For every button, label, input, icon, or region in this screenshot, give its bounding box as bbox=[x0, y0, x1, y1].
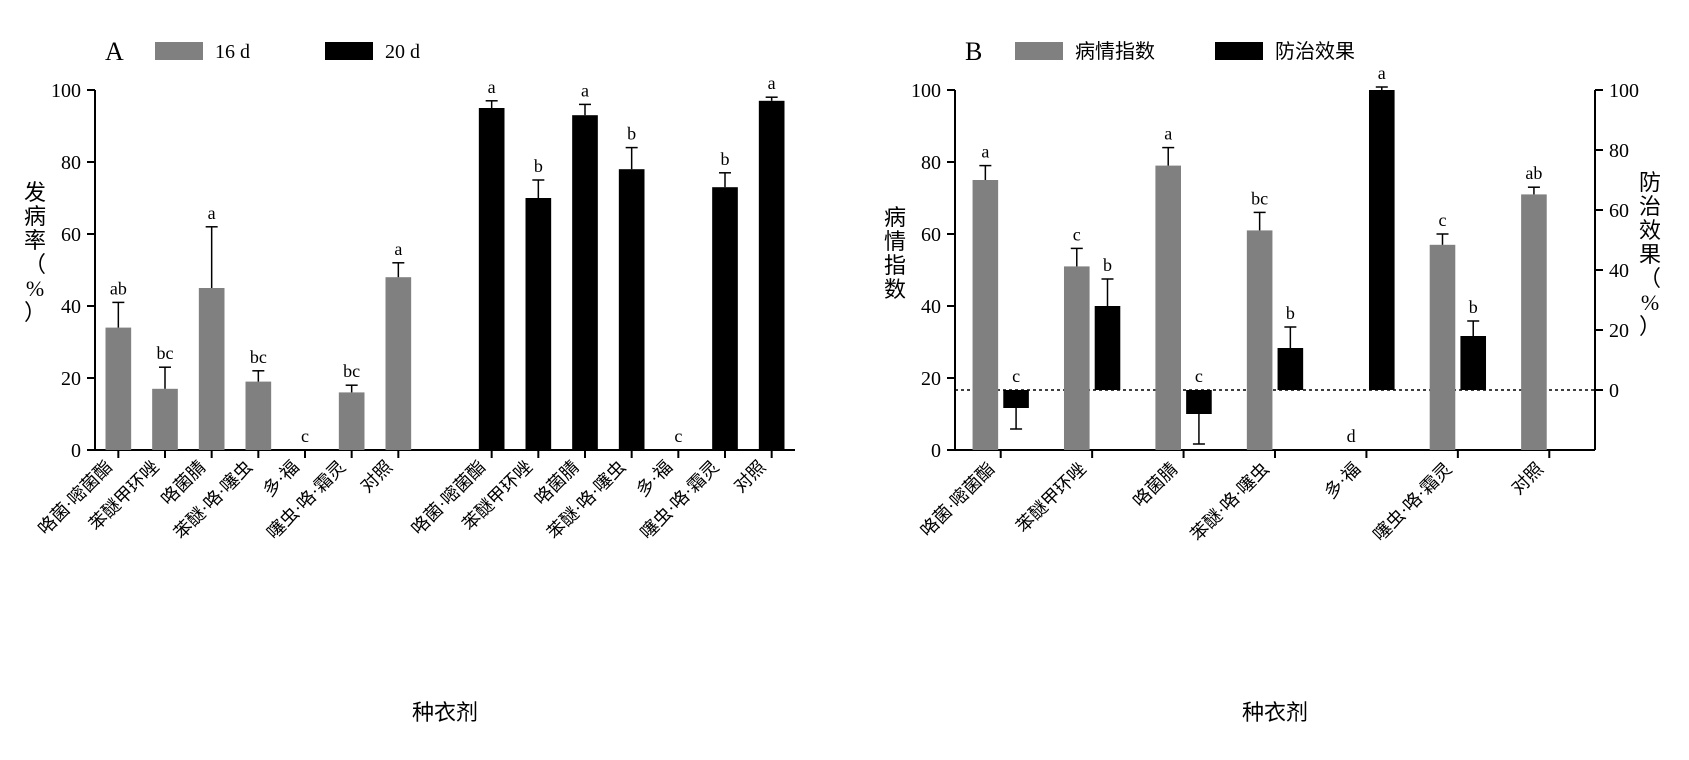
sig-label: a bbox=[1164, 124, 1172, 144]
x-category: 对照 bbox=[729, 457, 769, 497]
bar bbox=[525, 198, 551, 450]
sig-label: b bbox=[533, 156, 542, 176]
bar-black bbox=[1460, 336, 1486, 390]
y1-tick: 80 bbox=[921, 152, 941, 174]
y-tick: 80 bbox=[61, 152, 81, 174]
y2-tick: 40 bbox=[1609, 260, 1629, 282]
x-category: 对照 bbox=[356, 457, 396, 497]
x-axis-title: 种衣剂 bbox=[1241, 700, 1307, 725]
sig-label: c bbox=[1072, 224, 1080, 244]
sig-label: a bbox=[767, 73, 775, 93]
bar bbox=[198, 288, 224, 450]
sig-label: b bbox=[1103, 255, 1112, 275]
y1-tick: 60 bbox=[921, 224, 941, 246]
x-category: 咯菌腈 bbox=[1129, 459, 1181, 511]
sig-label: a bbox=[394, 239, 402, 259]
y1-tick: 100 bbox=[911, 80, 941, 102]
bar bbox=[152, 389, 178, 450]
sig-label: a bbox=[207, 203, 215, 223]
bar-black bbox=[1277, 348, 1303, 390]
y2-tick: 80 bbox=[1609, 140, 1629, 162]
bar bbox=[618, 169, 644, 450]
bar bbox=[572, 115, 598, 450]
x-axis-title: 种衣剂 bbox=[411, 700, 477, 725]
y1-tick: 0 bbox=[931, 440, 941, 462]
y-tick: 20 bbox=[61, 368, 81, 390]
sig-label: d bbox=[1346, 426, 1355, 446]
sig-label: a bbox=[487, 77, 495, 97]
sig-label: c bbox=[301, 426, 309, 446]
legend-swatch bbox=[325, 42, 373, 60]
bar bbox=[338, 392, 364, 450]
x-category: 咯菌·嘧菌酯 bbox=[916, 459, 998, 541]
sig-label: b bbox=[720, 149, 729, 169]
bar-gray bbox=[972, 180, 998, 450]
bar bbox=[478, 108, 504, 450]
x-category: 多·福 bbox=[258, 457, 302, 501]
legend-swatch bbox=[1015, 42, 1063, 60]
sig-label: ab bbox=[1525, 163, 1542, 183]
sig-label: b bbox=[627, 124, 636, 144]
x-category: 多·福 bbox=[632, 457, 676, 501]
y1-tick: 40 bbox=[921, 296, 941, 318]
sig-label: c bbox=[1012, 366, 1020, 386]
bar-gray bbox=[1246, 230, 1272, 450]
panel-b: B病情指数防治效果020406080100020406080100病情指数防治效… bbox=[865, 20, 1685, 740]
y2-tick: 20 bbox=[1609, 320, 1629, 342]
svg-text:发病率（%）: 发病率（%） bbox=[23, 180, 45, 325]
bar-gray bbox=[1521, 194, 1547, 450]
y2-tick: 100 bbox=[1609, 80, 1639, 102]
bar-gray bbox=[1155, 166, 1181, 450]
y-tick: 60 bbox=[61, 224, 81, 246]
sig-label: bc bbox=[343, 361, 360, 381]
svg-text:防治效果（%）: 防治效果（%） bbox=[1638, 170, 1660, 339]
x-category: 噻虫·咯·霜灵 bbox=[1369, 459, 1455, 545]
bar bbox=[712, 187, 738, 450]
svg-text:病情指数: 病情指数 bbox=[883, 205, 905, 302]
bar bbox=[758, 101, 784, 450]
y-tick: 40 bbox=[61, 296, 81, 318]
bar-black bbox=[1368, 90, 1394, 390]
sig-label: bc bbox=[1251, 188, 1268, 208]
sig-label: bc bbox=[249, 347, 266, 367]
bar-black bbox=[1003, 390, 1029, 408]
bar bbox=[105, 328, 131, 450]
sig-label: c bbox=[674, 426, 682, 446]
sig-label: bc bbox=[156, 343, 173, 363]
x-category: 多·福 bbox=[1320, 459, 1364, 503]
sig-label: b bbox=[1285, 303, 1294, 323]
legend-swatch bbox=[155, 42, 203, 60]
bar-black bbox=[1094, 306, 1120, 390]
bar bbox=[245, 382, 271, 450]
y2-tick: 0 bbox=[1609, 380, 1619, 402]
sig-label: c bbox=[1438, 210, 1446, 230]
x-category: 苯醚甲环唑 bbox=[1012, 459, 1090, 537]
sig-label: a bbox=[1377, 63, 1385, 83]
sig-label: a bbox=[981, 142, 989, 162]
x-category: 对照 bbox=[1507, 459, 1547, 499]
bar-black bbox=[1186, 390, 1212, 414]
sig-label: b bbox=[1468, 297, 1477, 317]
bar bbox=[385, 277, 411, 450]
y-tick: 0 bbox=[71, 440, 81, 462]
legend-label: 病情指数 bbox=[1075, 40, 1155, 63]
legend-label: 防治效果 bbox=[1275, 40, 1355, 63]
legend-swatch bbox=[1215, 42, 1263, 60]
legend-label: 20 d bbox=[385, 41, 420, 63]
sig-label: c bbox=[1194, 366, 1202, 386]
x-category: 苯醚·咯·噻虫 bbox=[1186, 459, 1272, 545]
bar-gray bbox=[1429, 245, 1455, 450]
y2-tick: 60 bbox=[1609, 200, 1629, 222]
panel-a: A16 d20 d020406080100发病率（%）ab咯菌·嘧菌酯bc苯醚甲… bbox=[5, 20, 825, 740]
panel-letter: A bbox=[105, 37, 124, 66]
bar-gray bbox=[1063, 266, 1089, 450]
y1-tick: 20 bbox=[921, 368, 941, 390]
legend-label: 16 d bbox=[215, 41, 250, 63]
panel-letter: B bbox=[965, 37, 982, 66]
sig-label: ab bbox=[109, 278, 126, 298]
sig-label: a bbox=[581, 80, 589, 100]
y-tick: 100 bbox=[51, 80, 81, 102]
